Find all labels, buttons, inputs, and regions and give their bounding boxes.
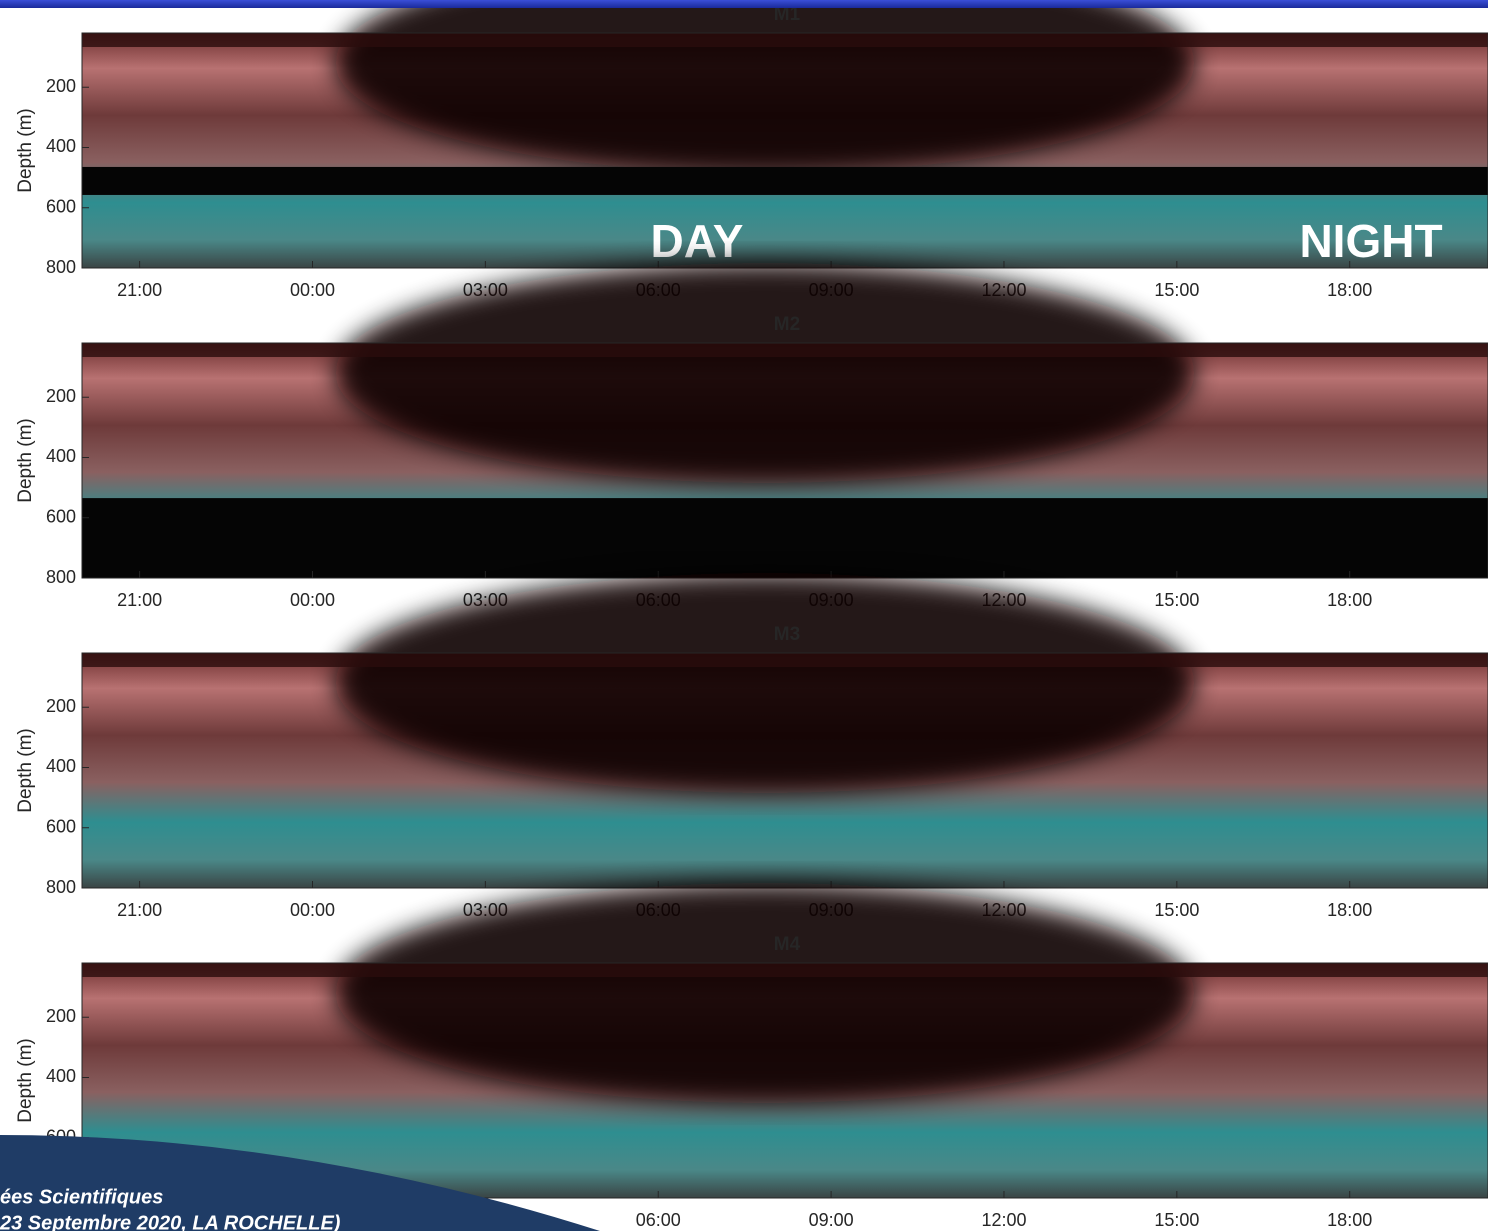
y-tick-label: 600 <box>46 816 76 836</box>
top-bar <box>0 0 1488 8</box>
panel-title: M3 <box>774 624 800 645</box>
day-dark-region <box>335 573 1195 793</box>
y-axis-label: Depth (m) <box>15 418 36 502</box>
y-axis-label: Depth (m) <box>15 1038 36 1122</box>
day-dark-region <box>335 263 1195 483</box>
surface-band <box>82 963 1488 977</box>
panel-title: M2 <box>774 314 800 335</box>
y-tick-label: 400 <box>46 136 76 156</box>
x-tick-label: 09:00 <box>809 1210 854 1230</box>
y-tick-label: 200 <box>46 76 76 96</box>
y-axis-label: Depth (m) <box>15 108 36 192</box>
panel-title: M1 <box>774 4 801 25</box>
bottom-band <box>82 166 1488 195</box>
footer: ées Scientifiques 23 Septembre 2020, LA … <box>0 1135 600 1231</box>
x-tick-label: 00:00 <box>290 590 335 610</box>
surface-band <box>82 653 1488 667</box>
x-tick-label: 21:00 <box>117 280 162 300</box>
y-tick-label: 400 <box>46 446 76 466</box>
x-tick-label: 00:00 <box>290 280 335 300</box>
footer-line: ées Scientifiques <box>0 1186 163 1208</box>
x-tick-label: 18:00 <box>1327 1210 1372 1230</box>
x-tick-label: 18:00 <box>1327 590 1372 610</box>
y-tick-label: 600 <box>46 506 76 526</box>
bottom-band <box>82 498 1488 578</box>
y-tick-label: 800 <box>46 567 76 587</box>
x-tick-label: 00:00 <box>290 900 335 920</box>
y-tick-label: 800 <box>46 877 76 897</box>
x-tick-label: 18:00 <box>1327 280 1372 300</box>
day-dark-region <box>335 883 1195 1103</box>
x-tick-label: 15:00 <box>1154 900 1199 920</box>
annotation: NIGHT <box>1299 215 1442 267</box>
x-tick-label: 12:00 <box>981 1210 1026 1230</box>
y-tick-label: 400 <box>46 756 76 776</box>
x-tick-label: 06:00 <box>636 1210 681 1230</box>
x-tick-label: 21:00 <box>117 590 162 610</box>
annotation: DAY <box>651 215 744 267</box>
y-tick-label: 200 <box>46 1006 76 1026</box>
y-tick-label: 800 <box>46 257 76 277</box>
surface-band <box>82 343 1488 357</box>
y-tick-label: 200 <box>46 696 76 716</box>
surface-band <box>82 33 1488 47</box>
x-tick-label: 15:00 <box>1154 1210 1199 1230</box>
footer-shape <box>0 1135 600 1231</box>
x-tick-label: 15:00 <box>1154 280 1199 300</box>
footer-line: 23 Septembre 2020, LA ROCHELLE) <box>0 1212 341 1231</box>
panel-title: M4 <box>774 934 801 955</box>
y-axis-label: Depth (m) <box>15 728 36 812</box>
x-tick-label: 18:00 <box>1327 900 1372 920</box>
y-tick-label: 400 <box>46 1066 76 1086</box>
x-tick-label: 21:00 <box>117 900 162 920</box>
y-tick-label: 600 <box>46 196 76 216</box>
y-tick-label: 200 <box>46 386 76 406</box>
x-tick-label: 15:00 <box>1154 590 1199 610</box>
plot-frame <box>81 962 1488 1199</box>
